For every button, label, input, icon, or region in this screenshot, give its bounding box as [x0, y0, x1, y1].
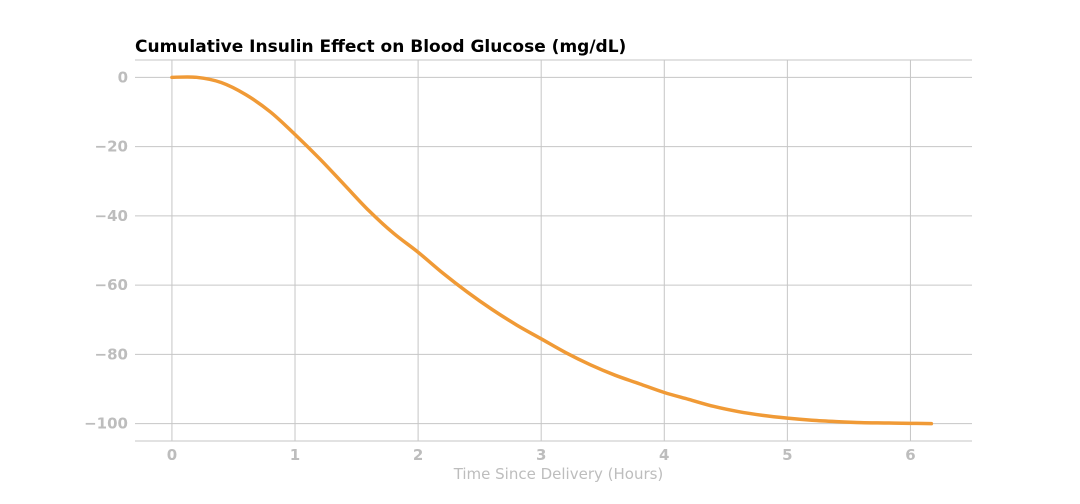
y-tick-label: −100 — [84, 415, 128, 433]
series-line — [170, 75, 934, 426]
x-tick-label: 5 — [782, 446, 792, 464]
x-tick-label: 0 — [167, 446, 177, 464]
grid-layer — [135, 59, 972, 442]
axis-layer: 0 1 2 3 4 5 6 0 −20 −40 −60 −80 −100 — [84, 68, 916, 464]
x-tick-label: 3 — [536, 446, 546, 464]
x-tick-label: 2 — [413, 446, 423, 464]
x-tick-label: 6 — [905, 446, 915, 464]
y-tick-label: −40 — [95, 207, 128, 225]
y-tick-label: 0 — [118, 68, 128, 86]
x-tick-label: 4 — [659, 446, 669, 464]
y-tick-label: −20 — [95, 138, 128, 156]
series-layer — [170, 75, 934, 426]
x-tick-label: 1 — [290, 446, 300, 464]
y-tick-label: −80 — [95, 345, 128, 363]
y-tick-label: −60 — [95, 276, 128, 294]
x-axis-label: Time Since Delivery (Hours) — [453, 465, 664, 483]
chart-title: Cumulative Insulin Effect on Blood Gluco… — [135, 37, 627, 57]
